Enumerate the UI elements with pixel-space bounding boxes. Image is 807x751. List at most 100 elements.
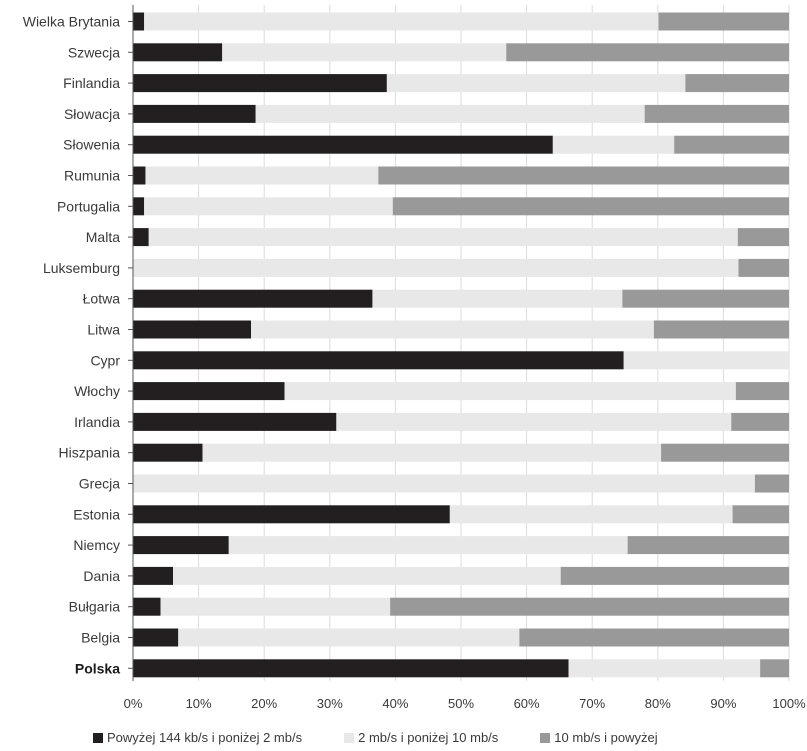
bar-dania-series-3 bbox=[560, 566, 789, 585]
bar-irlandia-series-3 bbox=[731, 412, 789, 431]
bar-hiszpania-series-2 bbox=[202, 443, 662, 462]
bar-wlochy-series-3 bbox=[735, 382, 789, 401]
bar-belgia-series-3 bbox=[519, 628, 789, 647]
bar-slowenia-series-2 bbox=[552, 135, 675, 154]
x-tick-label-4: 40% bbox=[382, 696, 408, 711]
bar-belgia-series-1 bbox=[133, 628, 179, 647]
bar-szwecja-series-3 bbox=[506, 43, 789, 62]
category-label-wielka-brytania: Wielka Brytania bbox=[23, 14, 120, 30]
bar-luksemburg-series-3 bbox=[738, 258, 789, 277]
category-label-finlandia: Finlandia bbox=[63, 75, 120, 91]
category-label-wlochy: Włochy bbox=[74, 383, 120, 399]
bar-wielka-brytania-series-1 bbox=[133, 12, 145, 31]
bar-belgia-series-2 bbox=[178, 628, 520, 647]
legend-item-1: Powyżej 144 kb/s i poniżej 2 mb/s bbox=[93, 730, 302, 745]
bar-slowenia-series-3 bbox=[674, 135, 789, 154]
category-labels: Wielka Brytania Szwecja Finlandia Słowacja S… bbox=[23, 14, 133, 676]
category-label-estonia: Estonia bbox=[73, 506, 120, 522]
bar-slowacja-series-3 bbox=[644, 104, 789, 123]
category-label-slowacja: Słowacja bbox=[64, 106, 120, 122]
x-axis: 0% 10% 20% 30% 40% 50% 60% 70% 80% 90% 100% bbox=[124, 696, 806, 711]
legend-swatch-3 bbox=[540, 732, 551, 743]
bar-polska-series-2 bbox=[568, 659, 761, 678]
bar-finlandia-series-2 bbox=[386, 74, 686, 93]
bar-finlandia-series-3 bbox=[685, 74, 789, 93]
legend-label-1: Powyżej 144 kb/s i poniżej 2 mb/s bbox=[107, 730, 303, 745]
bar-wielka-brytania-series-3 bbox=[658, 12, 789, 31]
bar-cypr-series-1 bbox=[133, 351, 624, 370]
bar-grecja-series-2 bbox=[133, 474, 755, 493]
legend-item-2: 2 mb/s i poniżej 10 mb/s bbox=[344, 730, 498, 745]
x-tick-label-8: 80% bbox=[645, 696, 671, 711]
x-tick-label-6: 60% bbox=[514, 696, 540, 711]
x-tick-label-10: 100% bbox=[772, 696, 806, 711]
bar-portugalia-series-2 bbox=[144, 197, 393, 216]
bar-dania-series-2 bbox=[173, 566, 561, 585]
bar-cypr-series-2 bbox=[623, 351, 789, 370]
bar-wlochy-series-2 bbox=[284, 382, 736, 401]
legend-swatch-2 bbox=[344, 732, 355, 743]
bar-litwa-series-1 bbox=[133, 320, 252, 339]
legend-swatch-1 bbox=[93, 732, 103, 743]
category-label-malta: Malta bbox=[86, 229, 120, 245]
x-tick-label-2: 20% bbox=[251, 696, 277, 711]
bar-hiszpania-series-1 bbox=[133, 443, 203, 462]
category-label-dania: Dania bbox=[83, 568, 120, 584]
bar-irlandia-series-1 bbox=[133, 412, 337, 431]
bar-estonia-series-2 bbox=[449, 505, 733, 524]
x-tick-label-9: 90% bbox=[710, 696, 736, 711]
bar-estonia-series-1 bbox=[133, 505, 450, 524]
bar-litwa-series-2 bbox=[251, 320, 654, 339]
bar-malta-series-1 bbox=[133, 228, 149, 247]
category-label-szwecja: Szwecja bbox=[68, 44, 120, 60]
bar-wielka-brytania-series-2 bbox=[144, 12, 659, 31]
legend-label-3: 10 mb/s i powyżej bbox=[554, 730, 658, 745]
category-label-belgia: Belgia bbox=[81, 630, 120, 646]
bar-polska-series-3 bbox=[760, 659, 789, 678]
bar-lotwa-series-2 bbox=[372, 289, 623, 308]
x-tick-label-1: 10% bbox=[186, 696, 212, 711]
bar-szwecja-series-2 bbox=[222, 43, 507, 62]
bar-slowenia-series-1 bbox=[133, 135, 553, 154]
bar-grecja-series-3 bbox=[754, 474, 789, 493]
bar-szwecja-series-1 bbox=[133, 43, 223, 62]
bar-portugalia-series-3 bbox=[392, 197, 789, 216]
bar-rumunia-series-2 bbox=[145, 166, 379, 185]
bar-bulgaria-series-3 bbox=[390, 597, 789, 616]
category-label-litwa: Litwa bbox=[87, 322, 120, 338]
bar-estonia-series-3 bbox=[732, 505, 789, 524]
bar-litwa-series-3 bbox=[653, 320, 789, 339]
bar-niemcy-series-3 bbox=[627, 536, 789, 555]
bar-luksemburg-series-2 bbox=[133, 258, 739, 277]
category-label-lotwa: Łotwa bbox=[83, 291, 121, 307]
category-label-cypr: Cypr bbox=[90, 352, 120, 368]
x-tick-label-7: 70% bbox=[579, 696, 605, 711]
category-label-polska: Polska bbox=[75, 660, 120, 676]
bar-lotwa-series-1 bbox=[133, 289, 373, 308]
category-label-grecja: Grecja bbox=[79, 476, 120, 492]
bar-bulgaria-series-1 bbox=[133, 597, 161, 616]
bar-finlandia-series-1 bbox=[133, 74, 387, 93]
category-label-portugalia: Portugalia bbox=[57, 198, 120, 214]
category-label-irlandia: Irlandia bbox=[74, 414, 120, 430]
bar-slowacja-series-1 bbox=[133, 104, 256, 123]
x-tick-label-3: 30% bbox=[317, 696, 343, 711]
category-label-slowenia: Słowenia bbox=[63, 137, 120, 153]
bar-malta-series-2 bbox=[148, 228, 738, 247]
x-tick-label-0: 0% bbox=[124, 696, 143, 711]
category-label-niemcy: Niemcy bbox=[73, 537, 120, 553]
bar-dania-series-1 bbox=[133, 566, 174, 585]
bar-niemcy-series-1 bbox=[133, 536, 229, 555]
bar-bulgaria-series-2 bbox=[160, 597, 391, 616]
legend-label-2: 2 mb/s i poniżej 10 mb/s bbox=[358, 730, 499, 745]
legend-item-3: 10 mb/s i powyżej bbox=[540, 730, 658, 745]
bar-portugalia-series-1 bbox=[133, 197, 145, 216]
bar-hiszpania-series-3 bbox=[661, 443, 789, 462]
category-label-rumunia: Rumunia bbox=[64, 168, 120, 184]
bar-niemcy-series-2 bbox=[228, 536, 628, 555]
bar-wlochy-series-1 bbox=[133, 382, 285, 401]
bar-malta-series-3 bbox=[737, 228, 789, 247]
bars bbox=[133, 12, 789, 678]
bar-rumunia-series-1 bbox=[133, 166, 146, 185]
